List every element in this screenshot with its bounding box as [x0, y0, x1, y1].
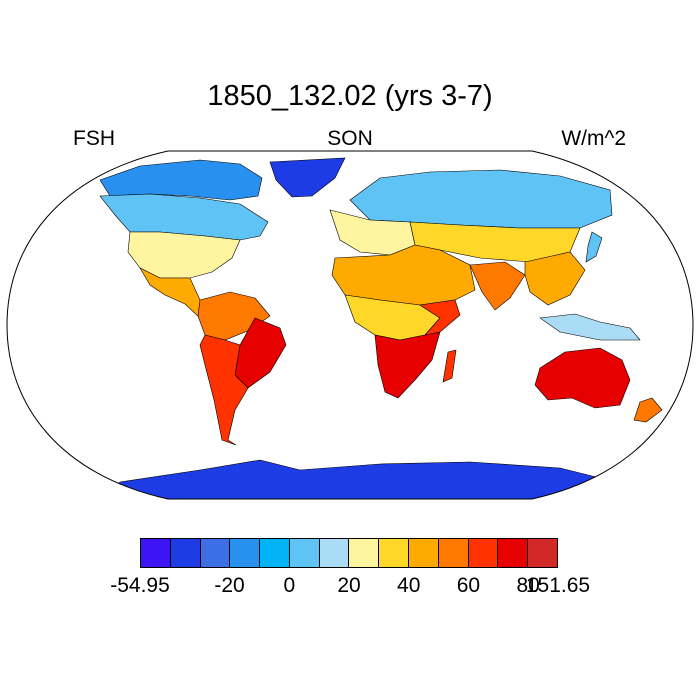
region-canada-arctic	[99, 159, 263, 201]
region-greenland	[269, 157, 346, 198]
region-japan	[585, 231, 603, 263]
region-eurasia-north	[349, 169, 613, 229]
colorbar-tick-label: 0	[283, 574, 296, 597]
region-usa	[127, 231, 241, 279]
region-north-africa-middle-east	[331, 244, 476, 306]
colorbar-swatch-4	[260, 539, 290, 567]
colorbar-swatch-13	[528, 539, 557, 567]
colorbar-tick-label: 151.65	[525, 574, 591, 597]
colorbar-tick-label: 20	[337, 574, 361, 597]
region-antarctica	[99, 459, 621, 499]
colorbar-swatch-6	[319, 539, 350, 567]
region-india	[469, 261, 526, 311]
colorbar-swatch-1	[170, 539, 201, 567]
colorbar-swatch-11	[468, 539, 499, 567]
colorbar-swatch-0	[141, 539, 171, 567]
season-label: SON	[327, 127, 373, 150]
colorbar-swatch-3	[230, 539, 261, 567]
region-indonesia	[539, 313, 641, 341]
colorbar-tick-label: -54.95	[110, 574, 170, 597]
units-label: W/m^2	[561, 127, 626, 150]
colorbar-tick-label: 40	[397, 574, 421, 597]
plot-title: 1850_132.02 (yrs 3-7)	[207, 80, 493, 112]
variable-label: FSH	[73, 127, 115, 150]
colorbar-swatch-2	[200, 539, 231, 567]
region-southern-africa	[374, 331, 441, 399]
colorbar-swatch-5	[289, 539, 320, 567]
colorbar-swatch-12	[498, 539, 529, 567]
colorbar-tick-label: 60	[456, 574, 481, 597]
region-new-zealand	[633, 397, 663, 423]
region-australia	[534, 347, 631, 409]
region-southeast-asia	[524, 251, 586, 306]
colorbar-swatch-7	[349, 539, 380, 567]
region-south-america-south	[199, 334, 249, 446]
colorbar-swatch-8	[379, 539, 410, 567]
colorbar-tick-label: 80	[516, 574, 540, 597]
colorbar-ticks: -54.95 -20 0 20 40 60 80 151.65	[0, 574, 700, 604]
colorbar-tick-label: -20	[214, 574, 245, 597]
globe-outline	[6, 150, 694, 500]
region-madagascar	[442, 349, 457, 383]
colorbar-swatch-9	[409, 539, 439, 567]
region-north-america	[99, 193, 269, 241]
colorbar-swatch-10	[438, 539, 469, 567]
colorbar	[140, 538, 558, 568]
